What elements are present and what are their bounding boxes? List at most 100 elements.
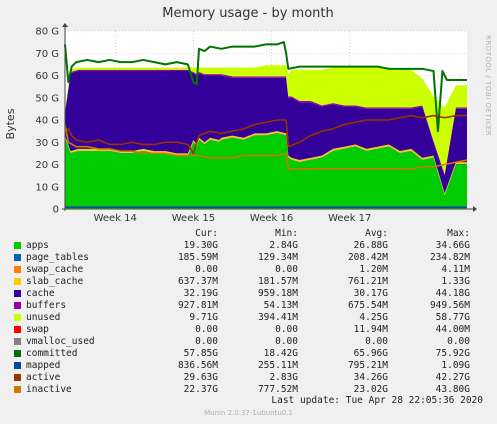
legend-cur: 57.85G bbox=[183, 348, 218, 359]
line-committed bbox=[64, 41, 467, 133]
y-tick-label: 60 G bbox=[35, 71, 59, 82]
legend-swatch bbox=[14, 290, 21, 297]
legend-avg: 23.02G bbox=[353, 384, 388, 395]
legend-min: 777.52M bbox=[257, 384, 298, 395]
legend-avg: 65.96G bbox=[353, 348, 388, 359]
legend-row-buffers: buffers 927.81M 54.13M 675.54M 949.56M bbox=[14, 300, 494, 312]
legend-name: swap bbox=[26, 324, 49, 335]
legend-cur: 0.00 bbox=[195, 336, 218, 347]
legend-min: 129.34M bbox=[257, 252, 298, 263]
legend-max: 44.18G bbox=[435, 288, 470, 299]
legend-swatch bbox=[14, 302, 21, 309]
legend-swatch bbox=[14, 362, 21, 369]
legend-cur: 32.19G bbox=[183, 288, 218, 299]
legend-swatch bbox=[14, 386, 21, 393]
y-axis-arrow bbox=[62, 23, 68, 27]
legend-name: cache bbox=[26, 288, 55, 299]
area-cache bbox=[65, 71, 467, 194]
tick-labels: 0 10 G 20 G 30 G 40 G 50 G 60 G 70 G 80 G Week 14… bbox=[35, 27, 371, 225]
legend-max: 0.00 bbox=[447, 336, 470, 347]
legend-name: slab_cache bbox=[26, 276, 84, 287]
chart-title: Memory usage - by month bbox=[162, 6, 333, 21]
y-tick-label: 70 G bbox=[35, 49, 59, 60]
legend-max: 42.27G bbox=[435, 372, 470, 383]
legend-max: 58.77G bbox=[435, 312, 470, 323]
legend-header: Cur: Min: Avg: Max: bbox=[14, 228, 494, 240]
x-tick-label: Week 17 bbox=[328, 213, 371, 224]
legend-header-avg: Avg: bbox=[365, 228, 388, 239]
legend-max: 44.00M bbox=[435, 324, 470, 335]
legend-max: 949.56M bbox=[429, 300, 470, 311]
x-tick-label: Week 14 bbox=[94, 213, 137, 224]
legend-name: apps bbox=[26, 240, 49, 251]
legend-min: 959.18M bbox=[257, 288, 298, 299]
area-apps bbox=[65, 133, 467, 209]
legend-min: 54.13M bbox=[263, 300, 298, 311]
legend-name: active bbox=[26, 372, 61, 383]
legend-avg: 795.21M bbox=[347, 360, 388, 371]
y-tick-label: 80 G bbox=[35, 27, 59, 38]
legend-swatch bbox=[14, 350, 21, 357]
legend-min: 394.41M bbox=[257, 312, 298, 323]
footer-version: Munin 2.0.37-1ubuntu0.1 bbox=[204, 409, 293, 417]
legend-min: 0.00 bbox=[275, 324, 298, 335]
legend-row-mapped: mapped 836.56M 255.11M 795.21M 1.09G bbox=[14, 360, 494, 372]
legend-row-swap-cache: swap_cache 0.00 0.00 1.20M 4.11M bbox=[14, 264, 494, 276]
legend-swatch bbox=[14, 338, 21, 345]
legend-name: mapped bbox=[26, 360, 61, 371]
line-active bbox=[64, 114, 467, 155]
legend-table: Cur: Min: Avg: Max: apps 19.30G 2.84G 26.88… bbox=[14, 228, 494, 396]
legend-cur: 0.00 bbox=[195, 324, 218, 335]
y-tick-label: 50 G bbox=[35, 93, 59, 104]
legend-min: 0.00 bbox=[275, 336, 298, 347]
legend-name: unused bbox=[26, 312, 61, 323]
series-lines bbox=[64, 41, 468, 209]
legend-max: 4.11M bbox=[441, 264, 470, 275]
legend-swatch bbox=[14, 266, 21, 273]
legend-min: 2.84G bbox=[269, 240, 298, 251]
legend-name: buffers bbox=[26, 300, 67, 311]
legend-row-page-tables: page_tables 185.59M 129.34M 208.42M 234.82M bbox=[14, 252, 494, 264]
y-tick-label: 30 G bbox=[35, 138, 59, 149]
legend-cur: 22.37G bbox=[183, 384, 218, 395]
legend-name: vmalloc_used bbox=[26, 336, 95, 347]
legend-avg: 11.94M bbox=[353, 324, 388, 335]
legend-swatch bbox=[14, 254, 21, 261]
legend-min: 18.42G bbox=[263, 348, 298, 359]
legend-avg: 34.26G bbox=[353, 372, 388, 383]
legend-max: 234.82M bbox=[429, 252, 470, 263]
legend-cur: 927.81M bbox=[177, 300, 218, 311]
legend-avg: 208.42M bbox=[347, 252, 388, 263]
legend-row-committed: committed 57.85G 18.42G 65.96G 75.92G bbox=[14, 348, 494, 360]
legend-name: inactive bbox=[26, 384, 72, 395]
legend-min: 2.83G bbox=[269, 372, 298, 383]
axes bbox=[62, 23, 477, 212]
legend-cur: 637.37M bbox=[177, 276, 218, 287]
legend-cur: 29.63G bbox=[183, 372, 218, 383]
legend-avg: 675.54M bbox=[347, 300, 388, 311]
legend-max: 43.80G bbox=[435, 384, 470, 395]
stacked-areas bbox=[65, 65, 467, 209]
legend-row-unused: unused 9.71G 394.41M 4.25G 58.77G bbox=[14, 312, 494, 324]
legend-header-max: Max: bbox=[447, 228, 470, 239]
legend-name: committed bbox=[26, 348, 78, 359]
line-inactive bbox=[64, 124, 468, 170]
rrdtool-label: RRDTOOL / TOBI OETIKER bbox=[484, 35, 492, 136]
x-axis-arrow bbox=[473, 206, 477, 212]
y-tick-label: 10 G bbox=[35, 182, 59, 193]
area-unused bbox=[65, 65, 467, 175]
legend-avg: 761.21M bbox=[347, 276, 388, 287]
y-tick-label: 0 bbox=[53, 205, 59, 216]
legend-cur: 185.59M bbox=[177, 252, 218, 263]
legend-avg: 30.17G bbox=[353, 288, 388, 299]
legend-min: 181.57M bbox=[257, 276, 298, 287]
legend-swatch bbox=[14, 374, 21, 381]
legend-min: 255.11M bbox=[257, 360, 298, 371]
legend-swatch bbox=[14, 326, 21, 333]
legend-swatch bbox=[14, 278, 21, 285]
legend-max: 1.09G bbox=[441, 360, 470, 371]
legend-min: 0.00 bbox=[275, 264, 298, 275]
legend-name: page_tables bbox=[26, 252, 89, 263]
legend-row-inactive: inactive 22.37G 777.52M 23.02G 43.80G bbox=[14, 384, 494, 396]
